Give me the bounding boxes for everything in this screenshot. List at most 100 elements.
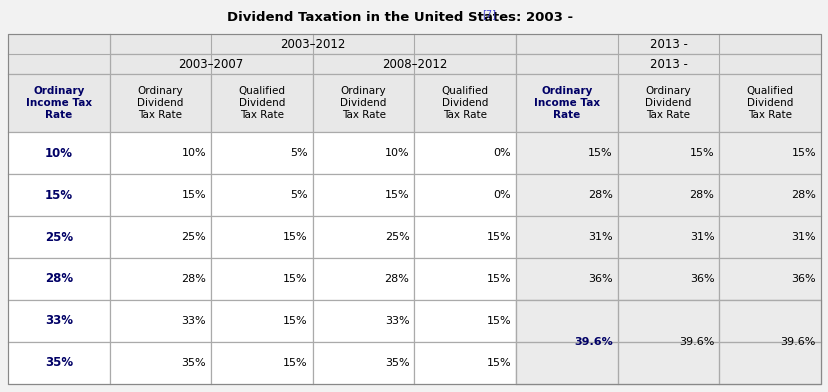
Text: Qualified
Dividend
Tax Rate: Qualified Dividend Tax Rate	[238, 86, 285, 120]
Text: 10%: 10%	[181, 148, 206, 158]
Text: 36%: 36%	[587, 274, 612, 284]
Text: 15%: 15%	[45, 189, 73, 201]
Text: 15%: 15%	[181, 190, 206, 200]
Bar	[617, 342, 719, 384]
Bar	[414, 132, 516, 174]
Text: 15%: 15%	[384, 190, 409, 200]
Bar	[414, 216, 516, 258]
Bar	[719, 132, 820, 174]
Text: 28%: 28%	[689, 190, 714, 200]
Text: 35%: 35%	[384, 358, 409, 368]
Text: 5%: 5%	[290, 190, 307, 200]
Text: [7]: [7]	[482, 9, 496, 19]
Bar	[414, 74, 516, 132]
Bar	[414, 258, 516, 300]
Text: 0%: 0%	[493, 190, 511, 200]
Bar	[8, 174, 109, 216]
Text: Ordinary
Dividend
Tax Rate: Ordinary Dividend Tax Rate	[644, 86, 691, 120]
Bar	[109, 174, 211, 216]
Bar	[109, 132, 211, 174]
Bar	[109, 300, 211, 342]
Text: 2008–2012: 2008–2012	[382, 58, 446, 71]
Bar	[516, 300, 820, 384]
Bar	[8, 342, 109, 384]
Bar	[109, 258, 211, 300]
Bar	[8, 34, 820, 384]
Bar	[719, 74, 820, 132]
Text: Ordinary
Dividend
Tax Rate: Ordinary Dividend Tax Rate	[137, 86, 184, 120]
Bar	[109, 216, 211, 258]
Text: 28%: 28%	[384, 274, 409, 284]
Text: 35%: 35%	[45, 356, 73, 370]
Text: 15%: 15%	[283, 316, 307, 326]
Text: 15%: 15%	[486, 274, 511, 284]
Bar	[109, 34, 516, 54]
Text: Dividend Taxation in the United States: 2003 -: Dividend Taxation in the United States: …	[227, 11, 577, 24]
Bar	[211, 74, 312, 132]
Bar	[109, 342, 211, 384]
Bar	[617, 216, 719, 258]
Bar	[719, 300, 820, 342]
Text: 10%: 10%	[384, 148, 409, 158]
Text: Ordinary
Income Tax
Rate: Ordinary Income Tax Rate	[26, 86, 92, 120]
Bar	[617, 74, 719, 132]
Text: 33%: 33%	[45, 314, 73, 327]
Text: 28%: 28%	[181, 274, 206, 284]
Text: 33%: 33%	[384, 316, 409, 326]
Bar	[312, 54, 516, 74]
Text: 15%: 15%	[587, 148, 612, 158]
Bar	[8, 258, 109, 300]
Bar	[312, 174, 414, 216]
Bar	[312, 132, 414, 174]
Text: 25%: 25%	[45, 230, 73, 243]
Bar	[109, 74, 211, 132]
Text: 28%: 28%	[587, 190, 612, 200]
Bar	[516, 300, 617, 342]
Text: 15%: 15%	[486, 316, 511, 326]
Bar	[719, 174, 820, 216]
Text: 2003–2012: 2003–2012	[280, 38, 345, 51]
Bar	[8, 34, 109, 74]
Text: 36%: 36%	[689, 274, 714, 284]
Bar	[516, 174, 617, 216]
Bar	[719, 342, 820, 384]
Bar	[516, 216, 617, 258]
Text: 15%: 15%	[283, 358, 307, 368]
Text: Qualified
Dividend
Tax Rate: Qualified Dividend Tax Rate	[746, 86, 792, 120]
Text: 15%: 15%	[283, 274, 307, 284]
Text: 25%: 25%	[181, 232, 206, 242]
Bar	[719, 342, 820, 384]
Text: 39.6%: 39.6%	[573, 337, 612, 347]
Bar	[617, 174, 719, 216]
Bar	[414, 300, 516, 342]
Bar	[516, 34, 820, 54]
Text: 15%: 15%	[283, 232, 307, 242]
Bar	[516, 342, 617, 384]
Text: 2013 -: 2013 -	[649, 58, 686, 71]
Bar	[211, 258, 312, 300]
Bar	[617, 300, 719, 342]
Text: 31%: 31%	[587, 232, 612, 242]
Text: 0%: 0%	[493, 148, 511, 158]
Bar	[617, 258, 719, 300]
Bar	[516, 74, 617, 132]
Text: 35%: 35%	[181, 358, 206, 368]
Bar	[211, 174, 312, 216]
Bar	[516, 54, 820, 74]
Bar	[516, 132, 617, 174]
Text: 5%: 5%	[290, 148, 307, 158]
Bar	[211, 216, 312, 258]
Text: 15%: 15%	[791, 148, 815, 158]
Text: 33%: 33%	[181, 316, 206, 326]
Text: Ordinary
Dividend
Tax Rate: Ordinary Dividend Tax Rate	[340, 86, 387, 120]
Bar	[312, 300, 414, 342]
Bar	[617, 300, 719, 342]
Text: 31%: 31%	[791, 232, 815, 242]
Bar	[414, 174, 516, 216]
Text: Qualified
Dividend
Tax Rate: Qualified Dividend Tax Rate	[441, 86, 489, 120]
Bar	[8, 132, 109, 174]
Bar	[312, 74, 414, 132]
Text: 10%: 10%	[45, 147, 73, 160]
Bar	[312, 258, 414, 300]
Bar	[719, 300, 820, 342]
